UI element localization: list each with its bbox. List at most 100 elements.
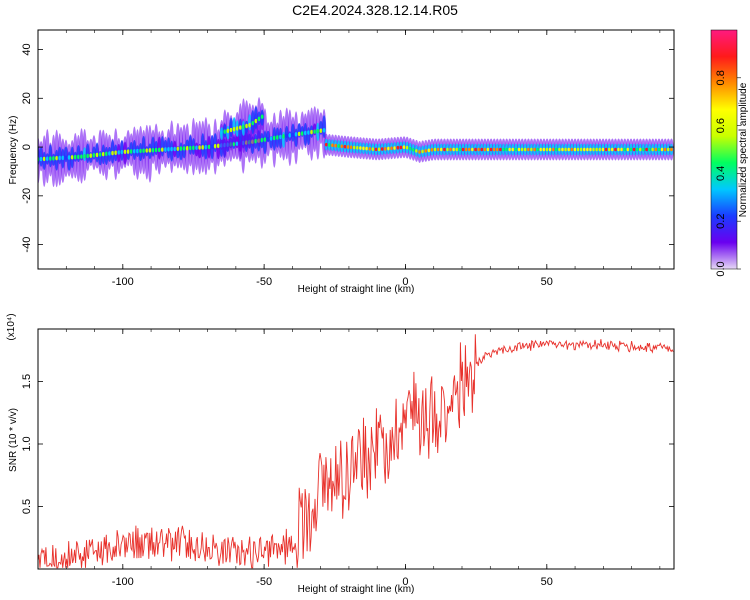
spectrogram-core	[486, 147, 490, 152]
spectrogram-core	[666, 147, 670, 152]
colorbar-tick-label: 0.6	[715, 118, 727, 133]
spectrogram-trace	[38, 106, 327, 188]
spectrogram-core	[42, 156, 46, 162]
spectrogram-core	[77, 154, 80, 160]
spectrogram-core	[64, 155, 68, 160]
snr-y-tick-label: 1.5	[21, 374, 33, 389]
spectrogram-core	[408, 146, 412, 151]
spectrogram-core	[148, 148, 152, 153]
spectrogram-core	[436, 147, 440, 152]
spectrogram-core	[502, 147, 505, 152]
spectrogram-core	[483, 147, 487, 152]
spectrogram-core	[380, 147, 384, 151]
spectrogram-core	[117, 150, 121, 155]
spectrogram-core	[260, 114, 264, 119]
colorbar-gradient	[710, 29, 738, 270]
spectrogram-core	[421, 149, 425, 154]
spectrogram-core	[86, 153, 90, 159]
spectrogram-core	[232, 141, 236, 147]
spectrogram-core	[198, 145, 202, 150]
spectrogram-core	[654, 147, 658, 152]
spectrogram-core	[123, 149, 127, 155]
spectrogram-core	[52, 156, 55, 161]
spectrogram-core	[648, 147, 652, 152]
spectrogram-core	[210, 144, 214, 149]
spectrogram-band	[141, 135, 146, 160]
spectrogram-core	[452, 147, 456, 152]
spectrogram-core	[98, 152, 102, 157]
spectrogram-core	[288, 133, 292, 138]
spectrogram-core	[235, 141, 239, 146]
spectrogram-core	[92, 153, 96, 158]
spectrogram-core	[567, 147, 571, 152]
spectrogram-core	[151, 147, 155, 153]
spectrogram-core	[427, 148, 431, 153]
spectrogram-core	[254, 139, 258, 144]
spectrogram-core	[356, 145, 359, 150]
spectrogram-core	[495, 147, 499, 152]
spectrogram-core	[73, 154, 77, 160]
spectrogram-core	[505, 147, 509, 152]
spectrogram-core	[235, 126, 239, 131]
spectrogram-core	[660, 147, 664, 152]
snr-y-tick-label: 0.5	[21, 499, 33, 514]
spectrogram-core	[263, 137, 267, 142]
spectrogram-core	[167, 147, 170, 152]
spectrogram-core	[129, 149, 133, 154]
spectrogram-y-axis-label: Frequency (Hz)	[8, 116, 19, 185]
spectrogram-core	[61, 155, 65, 161]
snr-y-ticks: 0.5 1.0 1.5	[21, 374, 674, 514]
spectrogram-core	[539, 147, 543, 152]
spectrogram-core	[642, 147, 645, 152]
spectrogram-x-axis-label: Height of straight line (km)	[298, 284, 415, 295]
spectrogram-core	[359, 146, 362, 150]
spectrogram-core	[629, 147, 633, 152]
spectrogram-core	[418, 150, 421, 154]
spectrogram-core	[95, 152, 99, 158]
spectrogram-trace	[219, 97, 265, 160]
spectrogram-core	[573, 147, 577, 152]
spectrogram-core	[101, 151, 105, 157]
spectrogram-y-tick-label: -40	[21, 237, 33, 253]
spectrogram-core	[561, 147, 565, 152]
spectrogram-core	[185, 146, 189, 151]
spectrogram-core	[179, 146, 183, 151]
spectrogram-x-tick-label: -50	[256, 276, 272, 288]
snr-x-ticks: -100 -50 0 50	[37, 329, 661, 588]
spectrogram-core	[371, 147, 375, 151]
spectrogram-core	[523, 147, 527, 152]
spectrogram-core	[105, 151, 108, 157]
spectrogram-core	[145, 148, 149, 153]
spectrogram-core	[58, 155, 62, 161]
spectrogram-core	[276, 135, 279, 140]
spectrogram-band	[95, 142, 99, 163]
spectrogram-core	[595, 147, 599, 152]
spectrogram-core	[279, 134, 282, 140]
spectrogram-core	[120, 149, 124, 155]
spectrogram-core	[195, 145, 198, 150]
spectrogram-core	[313, 129, 317, 134]
spectrogram-core	[254, 118, 258, 124]
spectrogram-core	[492, 147, 496, 152]
spectrogram-core	[461, 147, 465, 152]
spectrogram-y-tick-label: 20	[21, 92, 33, 104]
spectrogram-core	[551, 147, 555, 152]
spectrogram-core	[455, 147, 459, 152]
spectrogram-band	[57, 146, 62, 165]
spectrogram-panel: -100 -50 0 50 -40 -20 0 20 40 Height of straigh…	[8, 29, 675, 295]
spectrogram-band	[179, 142, 183, 161]
spectrogram-band	[188, 135, 193, 155]
spectrogram-core	[251, 120, 255, 126]
spectrogram-core	[157, 147, 161, 153]
spectrogram-core	[352, 145, 356, 150]
spectrogram-core	[55, 155, 59, 161]
spectrogram-core	[154, 147, 158, 153]
spectrogram-core	[393, 146, 397, 150]
spectrogram-core	[291, 132, 295, 137]
spectrogram-core	[617, 147, 620, 152]
spectrogram-core	[269, 136, 273, 141]
spectrogram-core	[229, 127, 233, 133]
spectrogram-core	[601, 147, 605, 152]
spectrogram-core	[548, 147, 552, 152]
spectrogram-core	[111, 150, 115, 156]
